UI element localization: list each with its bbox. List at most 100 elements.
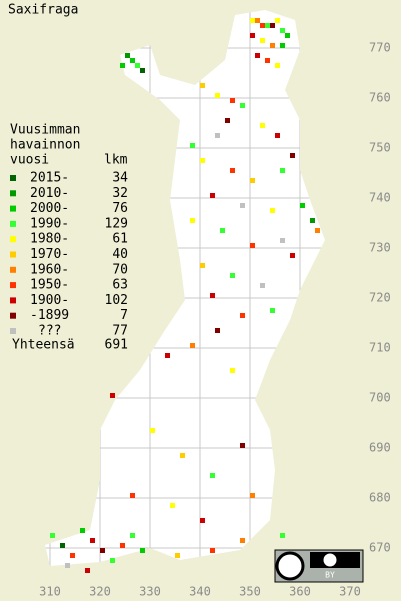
grid-square xyxy=(85,568,90,573)
grid-square xyxy=(215,133,220,138)
legend-heading: Vuusimman xyxy=(10,123,80,138)
legend-label: 2000- xyxy=(30,201,69,216)
legend-label: 1900- xyxy=(30,293,69,308)
grid-square xyxy=(240,443,245,448)
by-icon xyxy=(322,552,338,568)
legend-swatch xyxy=(10,266,16,273)
grid-square xyxy=(290,153,295,158)
legend-label: ??? xyxy=(38,324,61,339)
legend-count: 61 xyxy=(112,232,128,247)
legend-label: 1970- xyxy=(30,247,69,262)
grid-square xyxy=(200,158,205,163)
y-tick-label: 720 xyxy=(369,291,391,305)
grid-square xyxy=(240,103,245,108)
grid-square xyxy=(210,548,215,553)
grid-square xyxy=(190,218,195,223)
grid-square xyxy=(135,63,140,68)
legend-label: 2010- xyxy=(30,186,69,201)
grid-square xyxy=(165,353,170,358)
grid-square xyxy=(275,18,280,23)
grid-square xyxy=(265,58,270,63)
legend-swatch xyxy=(10,282,16,289)
x-tick-label: 330 xyxy=(139,585,161,599)
grid-square xyxy=(80,528,85,533)
legend-label: 1980- xyxy=(30,232,69,247)
legend-label: 1950- xyxy=(30,278,69,293)
grid-square xyxy=(50,533,55,538)
y-tick-label: 700 xyxy=(369,391,391,405)
grid-square xyxy=(270,43,275,48)
legend-count: 102 xyxy=(105,293,128,308)
legend-swatch xyxy=(10,220,16,227)
grid-square xyxy=(130,533,135,538)
grid-square xyxy=(150,428,155,433)
x-tick-label: 320 xyxy=(89,585,111,599)
grid-square xyxy=(265,23,270,28)
legend-swatch xyxy=(10,312,16,319)
grid-square xyxy=(275,63,280,68)
legend-count: 63 xyxy=(112,278,128,293)
legend-swatch xyxy=(10,328,16,334)
grid-square xyxy=(110,393,115,398)
legend-swatch xyxy=(10,190,16,197)
grid-square xyxy=(170,503,175,508)
grid-square xyxy=(250,178,255,183)
legend-count: 77 xyxy=(112,324,128,339)
grid-square xyxy=(210,193,215,198)
legend-swatch xyxy=(10,205,16,212)
x-tick-label: 370 xyxy=(339,585,361,599)
y-tick-label: 740 xyxy=(369,191,391,205)
grid-square xyxy=(140,68,145,73)
grid-square xyxy=(280,238,285,243)
legend-label: 1990- xyxy=(30,216,69,231)
grid-square xyxy=(90,538,95,543)
grid-square xyxy=(230,168,235,173)
grid-square xyxy=(315,228,320,233)
legend-swatch xyxy=(10,297,16,304)
legend-count: 40 xyxy=(112,247,128,262)
y-tick-label: 730 xyxy=(369,241,391,255)
legend-count: 70 xyxy=(112,262,128,277)
legend-swatch xyxy=(10,236,16,243)
grid-square xyxy=(270,208,275,213)
legend-count: 34 xyxy=(112,171,128,186)
grid-square xyxy=(250,33,255,38)
grid-square xyxy=(140,548,145,553)
legend-swatch xyxy=(10,251,16,258)
y-tick-label: 680 xyxy=(369,491,391,505)
title: Saxifraga xyxy=(8,3,78,18)
grid-square xyxy=(120,63,125,68)
grid-square xyxy=(190,343,195,348)
legend-total-label: Yhteensä xyxy=(12,338,75,353)
grid-square xyxy=(225,118,230,123)
grid-square xyxy=(260,38,265,43)
grid-square xyxy=(215,93,220,98)
grid-square xyxy=(110,558,115,563)
grid-square xyxy=(200,83,205,88)
grid-square xyxy=(280,43,285,48)
legend-label: 1960- xyxy=(30,262,69,277)
grid-square xyxy=(250,18,255,23)
legend-count: 76 xyxy=(112,201,128,216)
grid-square xyxy=(260,123,265,128)
squares xyxy=(50,18,320,573)
legend-label: 2015- xyxy=(30,171,69,186)
grid-square xyxy=(270,308,275,313)
grid-square xyxy=(125,53,130,58)
grid-square xyxy=(210,293,215,298)
license-badge: BY xyxy=(274,549,364,583)
license-text: BY xyxy=(325,571,335,580)
legend-label: -1899 xyxy=(30,308,69,323)
grid-square xyxy=(250,493,255,498)
cc-icon xyxy=(275,551,305,581)
grid-square xyxy=(60,543,65,548)
y-tick-label: 690 xyxy=(369,441,391,455)
grid-square xyxy=(120,543,125,548)
grid-square xyxy=(250,243,255,248)
legend-swatch xyxy=(10,175,16,181)
grid-square xyxy=(300,203,305,208)
grid-square xyxy=(280,168,285,173)
grid-square xyxy=(220,228,225,233)
